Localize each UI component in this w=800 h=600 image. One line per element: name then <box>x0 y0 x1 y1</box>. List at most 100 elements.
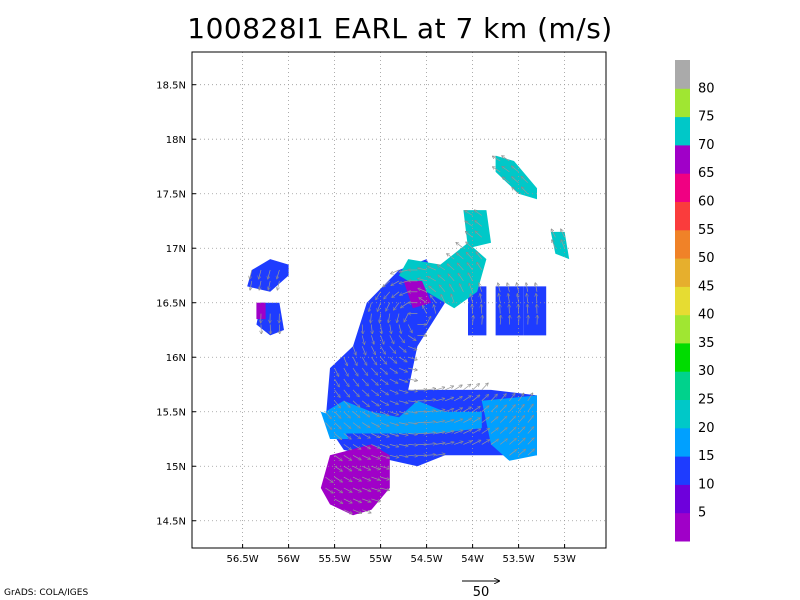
wind-vector <box>399 269 409 272</box>
wind-vector <box>352 454 361 459</box>
wind-vector <box>499 416 507 423</box>
wind-vector <box>493 167 501 173</box>
wind-vector <box>507 283 510 292</box>
wind-vector <box>490 417 498 423</box>
wind-vector <box>386 302 391 311</box>
wind-vector <box>371 498 380 502</box>
wind-vector <box>343 389 350 397</box>
wind-vector <box>352 367 358 376</box>
wind-vector <box>463 407 471 413</box>
colorbar-label: 35 <box>698 336 715 351</box>
wind-vector <box>389 378 398 383</box>
colorbar-label: 55 <box>698 223 715 238</box>
wind-region-10-15-1 <box>247 259 289 292</box>
wind-vector <box>371 346 375 354</box>
wind-vector <box>447 254 455 260</box>
wind-vector <box>259 280 261 290</box>
wind-vector <box>527 294 528 303</box>
wind-vector <box>384 291 391 299</box>
x-tick-label: 55W <box>369 554 392 565</box>
wind-vector <box>430 296 437 303</box>
wind-vector <box>509 439 516 445</box>
y-tick-label: 15N <box>166 462 186 473</box>
wind-vector <box>435 399 445 402</box>
wind-vector <box>334 400 341 408</box>
wind-vector <box>380 487 390 490</box>
wind-vector <box>398 444 408 446</box>
wind-vector <box>451 294 455 303</box>
wind-vector <box>325 487 333 493</box>
wind-vector <box>380 313 381 323</box>
colorbar-label: 65 <box>698 166 715 181</box>
wind-vector <box>435 410 445 413</box>
colorbar-swatch <box>675 60 690 89</box>
wind-vector <box>502 156 510 162</box>
grid-lines <box>192 52 606 548</box>
wind-vector <box>512 177 519 184</box>
wind-vector <box>398 356 407 362</box>
wind-vector <box>435 443 445 445</box>
wind-vector <box>408 412 417 413</box>
y-tick-label: 16.5N <box>156 299 186 310</box>
wind-vector <box>343 476 352 481</box>
wind-vector <box>343 422 351 429</box>
reference-vector-label: 50 <box>472 585 490 600</box>
colorbar-swatch <box>675 88 690 118</box>
colorbar-label: 30 <box>698 364 715 379</box>
x-tick-label: 54W <box>461 554 484 565</box>
wind-vector <box>472 384 480 391</box>
colorbar-swatch <box>675 258 690 287</box>
colorbar-label: 80 <box>698 81 715 96</box>
wind-vector <box>389 444 399 446</box>
wind-vector <box>518 449 526 456</box>
wind-vector <box>463 384 470 391</box>
colorbar-swatch <box>675 484 690 514</box>
wind-vector <box>352 357 357 365</box>
wind-vector <box>434 305 437 314</box>
wind-vector <box>500 305 501 314</box>
wind-vector <box>552 240 556 249</box>
wind-vector <box>397 313 400 323</box>
wind-vector <box>325 476 332 482</box>
wind-vector <box>398 346 406 352</box>
wind-vector <box>444 442 454 445</box>
wind-vector <box>362 444 370 448</box>
wind-vector <box>352 476 361 481</box>
wind-vector <box>481 429 490 434</box>
wind-vector <box>371 400 379 406</box>
y-tick-label: 18.5N <box>156 81 186 92</box>
wind-vector <box>466 242 473 249</box>
wind-vector <box>551 229 556 238</box>
wind-vector <box>454 397 462 402</box>
wind-vector <box>371 465 379 469</box>
wind-vector <box>438 265 446 271</box>
wind-vector <box>527 416 534 423</box>
wind-vector <box>361 357 367 365</box>
wind-vector <box>426 444 436 445</box>
wind-vector <box>561 240 565 249</box>
wind-vector <box>481 383 488 391</box>
wind-vector <box>490 394 497 402</box>
y-tick-label: 16N <box>166 353 186 364</box>
colorbar-swatch <box>675 173 690 202</box>
colorbar-swatch <box>675 286 690 316</box>
wind-vector <box>512 166 519 173</box>
wind-vector <box>277 280 280 290</box>
wind-vector <box>522 187 529 194</box>
wind-vector <box>400 280 409 284</box>
wind-vector <box>509 405 515 412</box>
wind-vector <box>334 498 343 503</box>
wind-vector <box>389 335 394 343</box>
colorbar-label: 70 <box>698 138 715 153</box>
wind-vector <box>456 243 464 249</box>
wind-vector <box>472 440 481 445</box>
wind-vector <box>389 454 399 457</box>
wind-vector <box>518 438 526 445</box>
axis-ticks: 56.5W 56W 55.5W 55W 54.5W 54W 53.5W 53W 14.5N 15N… <box>156 81 576 565</box>
wind-vector <box>444 398 453 402</box>
wind-vector <box>499 294 501 303</box>
wind-vector <box>334 465 343 471</box>
wind-vector <box>380 335 384 344</box>
wind-vector <box>250 269 253 279</box>
wind-region-25-30-10 <box>463 210 491 249</box>
